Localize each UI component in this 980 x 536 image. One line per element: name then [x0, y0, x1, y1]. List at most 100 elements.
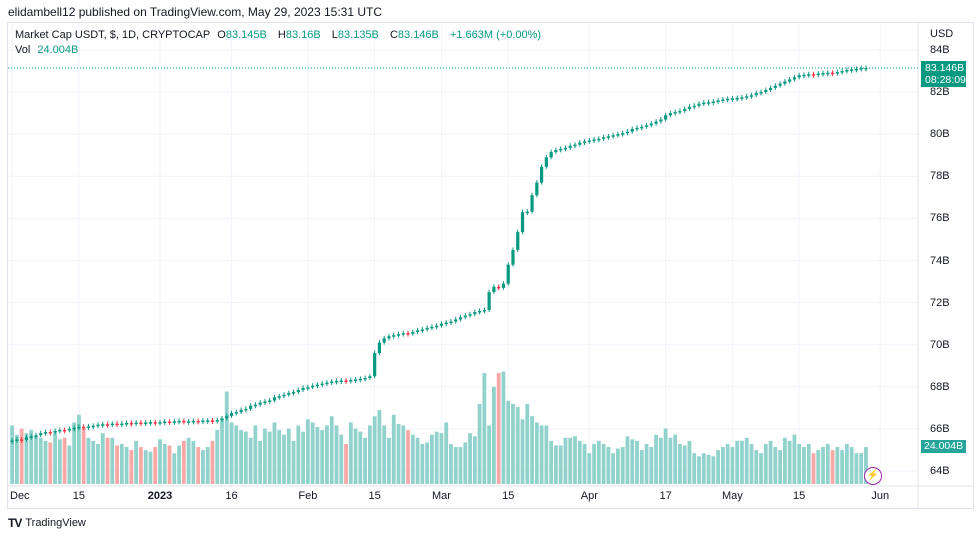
- candle: [625, 131, 630, 134]
- volume-bar: [749, 443, 754, 484]
- change-value: +1.663M (+0.00%): [449, 29, 542, 41]
- volume-bar: [344, 443, 348, 484]
- candle: [792, 77, 797, 80]
- price-tick: 76B: [930, 212, 950, 225]
- chart-frame: [7, 22, 974, 509]
- volume-bar: [782, 437, 787, 484]
- volume-bar: [248, 437, 253, 484]
- tradingview-logo[interactable]: TV TradingView: [8, 516, 86, 530]
- candle: [630, 128, 634, 132]
- date-tick: Jun: [871, 490, 890, 502]
- volume-bar: [844, 443, 849, 484]
- volume-bar: [525, 403, 530, 484]
- volume-bar: [744, 437, 749, 484]
- lightning-icon[interactable]: ⚡: [864, 467, 882, 485]
- volume-bar: [716, 450, 720, 484]
- price-tick: 80B: [930, 128, 950, 141]
- volume-bar: [220, 419, 224, 484]
- volume-bar: [492, 386, 496, 484]
- candle: [826, 72, 830, 75]
- candle: [225, 415, 229, 419]
- candle: [778, 83, 782, 86]
- volume-bar: [658, 437, 663, 484]
- candle: [759, 92, 763, 94]
- volume-bar: [511, 403, 515, 484]
- volume-bar: [310, 422, 315, 484]
- volume-bar: [358, 431, 363, 484]
- candle: [830, 72, 835, 75]
- currency-label[interactable]: USD: [930, 28, 954, 40]
- brand-name: TradingView: [25, 517, 86, 529]
- candle: [86, 426, 91, 428]
- volume-bar: [410, 434, 415, 484]
- high-label: H: [277, 29, 286, 41]
- candle: [726, 98, 730, 101]
- volume-bar: [496, 373, 501, 484]
- volume-bar: [706, 454, 711, 484]
- candle: [520, 212, 525, 233]
- candle: [401, 333, 405, 335]
- candle: [463, 315, 467, 318]
- candle: [43, 432, 48, 434]
- candle: [582, 141, 587, 144]
- volume-bar: [401, 425, 406, 484]
- chart-legend: Market Cap USDT, $, 1D, CRYPTOCAP O83.14…: [15, 28, 545, 58]
- price-tick: 78B: [930, 170, 950, 183]
- volume-bar: [601, 443, 606, 484]
- candle: [587, 140, 591, 143]
- volume-bar: [91, 440, 96, 484]
- candle: [435, 325, 439, 328]
- volume-bar: [649, 447, 654, 484]
- volume-bar: [143, 450, 148, 484]
- volume-bar: [415, 437, 420, 484]
- candle: [306, 387, 310, 389]
- volume-bar: [582, 443, 587, 484]
- candle: [501, 283, 506, 288]
- candle: [730, 98, 734, 100]
- volume-bar: [797, 443, 802, 484]
- candle: [721, 99, 725, 101]
- volume-bar: [501, 371, 506, 484]
- candle: [606, 136, 610, 138]
- open-value: 83.145B: [225, 29, 267, 41]
- candle: [158, 422, 162, 424]
- candle: [477, 311, 482, 313]
- date-tick: 2023: [147, 490, 173, 502]
- volume-bar: [48, 442, 53, 484]
- candle: [105, 424, 110, 426]
- candle: [540, 166, 544, 183]
- volume-bar: [110, 437, 115, 484]
- price-tick: 66B: [930, 422, 950, 435]
- candle: [63, 429, 67, 432]
- candle: [24, 437, 29, 440]
- volume-bar: [472, 436, 477, 484]
- candle: [549, 152, 553, 158]
- volume-bar: [139, 447, 143, 484]
- candle: [187, 421, 191, 423]
- candle: [678, 111, 682, 113]
- volume-bar: [668, 437, 673, 484]
- volume-bar: [224, 391, 229, 484]
- volume-bar: [186, 437, 191, 484]
- candle: [821, 73, 825, 75]
- candle: [687, 106, 692, 109]
- volume-bar: [787, 440, 792, 484]
- volume-bar: [697, 456, 701, 484]
- candle: [110, 423, 114, 426]
- volume-bar: [763, 443, 768, 484]
- candle: [234, 412, 238, 414]
- candle: [296, 389, 300, 393]
- candle: [344, 380, 348, 382]
- candle: [396, 334, 401, 336]
- volume-bar: [830, 450, 835, 484]
- symbol-label[interactable]: Market Cap USDT, $, 1D, CRYPTOCAP: [15, 29, 211, 41]
- candle: [244, 408, 248, 411]
- candle: [711, 101, 715, 104]
- date-tick: May: [722, 490, 743, 502]
- volume-bar: [382, 425, 387, 484]
- volume-bar: [19, 428, 24, 484]
- candle: [654, 121, 658, 124]
- volume-bar: [210, 440, 215, 484]
- candle: [377, 342, 382, 354]
